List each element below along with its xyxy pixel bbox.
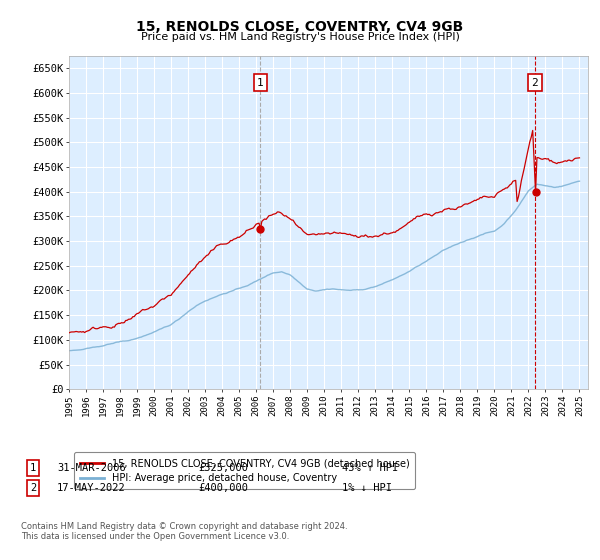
Text: 2: 2	[532, 78, 538, 88]
Text: 43% ↑ HPI: 43% ↑ HPI	[342, 463, 398, 473]
Text: 15, RENOLDS CLOSE, COVENTRY, CV4 9GB: 15, RENOLDS CLOSE, COVENTRY, CV4 9GB	[136, 20, 464, 34]
Text: 1: 1	[30, 463, 36, 473]
Text: 31-MAR-2006: 31-MAR-2006	[57, 463, 126, 473]
Text: £325,000: £325,000	[198, 463, 248, 473]
Text: Contains HM Land Registry data © Crown copyright and database right 2024.
This d: Contains HM Land Registry data © Crown c…	[21, 522, 347, 542]
Text: 1: 1	[257, 78, 264, 88]
Text: 1% ↓ HPI: 1% ↓ HPI	[342, 483, 392, 493]
Text: 2: 2	[30, 483, 36, 493]
Text: £400,000: £400,000	[198, 483, 248, 493]
Legend: 15, RENOLDS CLOSE, COVENTRY, CV4 9GB (detached house), HPI: Average price, detac: 15, RENOLDS CLOSE, COVENTRY, CV4 9GB (de…	[74, 452, 415, 489]
Text: 17-MAY-2022: 17-MAY-2022	[57, 483, 126, 493]
Text: Price paid vs. HM Land Registry's House Price Index (HPI): Price paid vs. HM Land Registry's House …	[140, 32, 460, 43]
